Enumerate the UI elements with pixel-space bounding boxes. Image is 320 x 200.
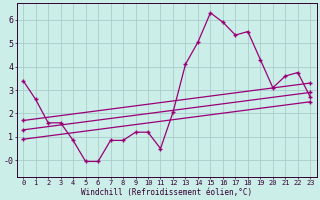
X-axis label: Windchill (Refroidissement éolien,°C): Windchill (Refroidissement éolien,°C) xyxy=(81,188,252,197)
